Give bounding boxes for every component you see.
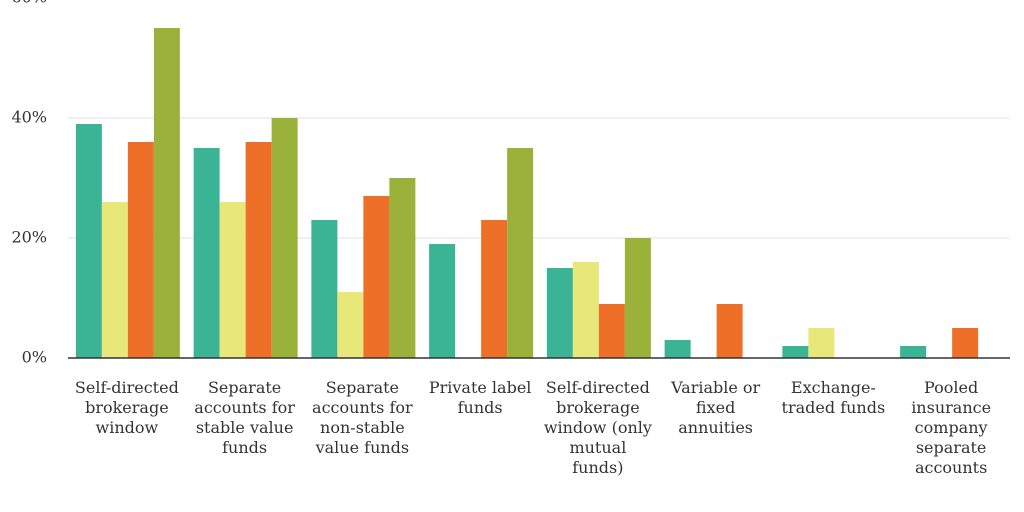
bar — [716, 304, 743, 358]
bar — [127, 142, 154, 358]
bar — [664, 340, 691, 358]
bar — [337, 292, 364, 358]
bar — [101, 202, 128, 358]
y-tick-label: 60% — [11, 0, 47, 7]
x-tick-label: Self-directed brokerage window — [74, 378, 179, 437]
bar — [624, 238, 651, 358]
y-tick-label: 0% — [22, 348, 47, 367]
x-tick-label: Pooled insurance company separate accoun… — [911, 378, 992, 477]
bar — [153, 28, 180, 358]
bar — [219, 202, 246, 358]
y-tick-label: 40% — [11, 108, 47, 127]
bar — [429, 244, 456, 358]
bar — [598, 304, 625, 358]
x-tick-label: Self-directed brokerage window (only mut… — [543, 378, 652, 477]
bar — [75, 124, 102, 358]
bar — [193, 148, 220, 358]
y-tick-label: 20% — [11, 228, 47, 247]
x-tick-label: Separate accounts for non-stable value f… — [312, 378, 413, 457]
bar — [311, 220, 338, 358]
bar — [481, 220, 508, 358]
bar — [546, 268, 573, 358]
x-tick-label: Separate accounts for stable value funds — [194, 378, 295, 457]
x-tick-label: Variable or fixed annuities — [671, 378, 761, 437]
bar — [271, 118, 298, 358]
bar — [245, 142, 272, 358]
bar — [389, 178, 416, 358]
bar — [952, 328, 979, 358]
bar — [507, 148, 534, 358]
bar — [808, 328, 835, 358]
bar — [782, 346, 809, 358]
bar — [363, 196, 390, 358]
bar — [900, 346, 927, 358]
x-tick-label: Exchange-traded funds — [781, 378, 886, 417]
x-tick-label: Private label funds — [428, 378, 532, 417]
bar — [572, 262, 599, 358]
